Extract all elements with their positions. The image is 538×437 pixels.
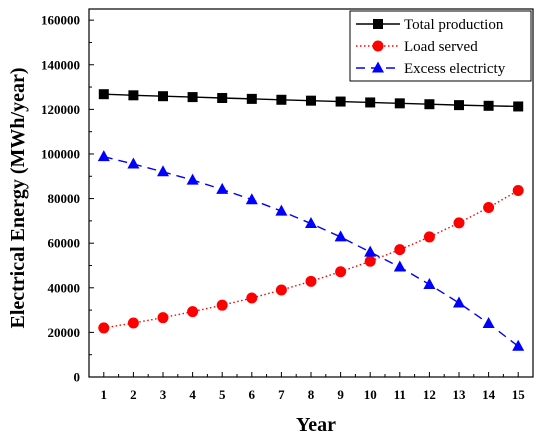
- data-point: [335, 266, 347, 278]
- data-point: [364, 245, 377, 257]
- data-point: [158, 91, 168, 102]
- legend-label: Load served: [404, 39, 478, 55]
- data-point: [424, 99, 435, 110]
- data-point: [482, 316, 495, 328]
- x-tick-label: 8: [308, 387, 315, 402]
- data-point: [186, 173, 199, 185]
- data-point: [423, 277, 436, 289]
- x-tick-label: 9: [337, 387, 344, 402]
- data-point: [187, 92, 198, 103]
- x-tick-label: 11: [394, 387, 406, 402]
- y-tick-label: 80000: [48, 191, 81, 206]
- data-point: [157, 312, 169, 324]
- data-point: [394, 244, 406, 256]
- x-tick-label: 12: [423, 387, 436, 402]
- data-point: [246, 292, 258, 304]
- data-point: [335, 96, 346, 107]
- data-point: [365, 97, 376, 108]
- y-tick-label: 140000: [41, 57, 80, 72]
- data-point: [157, 165, 169, 177]
- data-point: [512, 185, 524, 197]
- y-tick-label: 160000: [41, 13, 80, 28]
- x-tick-label: 2: [130, 387, 137, 402]
- series-2: [97, 150, 525, 351]
- data-point: [334, 230, 347, 242]
- data-point: [216, 299, 228, 311]
- data-point: [394, 98, 405, 109]
- x-tick-label: 4: [189, 387, 196, 402]
- legend-marker: [372, 40, 384, 52]
- data-point: [245, 193, 258, 205]
- data-point: [393, 260, 406, 272]
- data-point: [98, 322, 110, 334]
- series-1: [98, 185, 524, 334]
- data-point: [275, 284, 287, 296]
- legend-label: Total production: [404, 17, 504, 33]
- data-point: [128, 90, 139, 101]
- data-point: [483, 201, 495, 213]
- x-tick-label: 15: [512, 387, 526, 402]
- x-tick-label: 3: [160, 387, 167, 402]
- legend-label: Excess electricty: [404, 61, 506, 77]
- data-point: [127, 317, 139, 329]
- legend-marker: [373, 19, 383, 29]
- data-point: [423, 231, 435, 243]
- data-point: [187, 306, 199, 318]
- data-point: [217, 92, 228, 103]
- data-point: [512, 339, 525, 351]
- y-tick-label: 20000: [48, 325, 81, 340]
- data-point: [275, 204, 288, 216]
- y-tick-label: 40000: [48, 280, 81, 295]
- data-point: [305, 217, 317, 229]
- x-tick-label: 10: [364, 387, 377, 402]
- y-tick-label: 100000: [41, 146, 80, 161]
- data-point: [306, 95, 316, 106]
- data-point: [454, 100, 464, 111]
- x-tick-label: 5: [219, 387, 226, 402]
- x-tick-label: 6: [249, 387, 256, 402]
- data-point: [216, 182, 229, 194]
- y-tick-label: 60000: [48, 236, 81, 251]
- x-tick-label: 7: [278, 387, 285, 402]
- data-point: [364, 255, 376, 267]
- data-point: [246, 93, 257, 104]
- data-point: [513, 101, 524, 112]
- y-tick-label: 0: [74, 370, 81, 385]
- data-point: [276, 94, 287, 105]
- data-point: [453, 296, 465, 308]
- data-point: [127, 157, 140, 169]
- data-point: [97, 150, 110, 162]
- data-point: [305, 275, 317, 287]
- x-tick-label: 14: [482, 387, 496, 402]
- legend-marker: [372, 61, 384, 73]
- data-point: [98, 89, 109, 100]
- x-axis-title: Year: [296, 414, 336, 436]
- series-0: [98, 89, 524, 112]
- data-point: [453, 217, 465, 229]
- x-tick-label: 13: [453, 387, 467, 402]
- data-point: [483, 100, 494, 111]
- x-tick-label: 1: [101, 387, 108, 402]
- y-axis-title: Electrical Energy (MWh/year): [7, 67, 29, 328]
- y-tick-label: 120000: [41, 102, 80, 117]
